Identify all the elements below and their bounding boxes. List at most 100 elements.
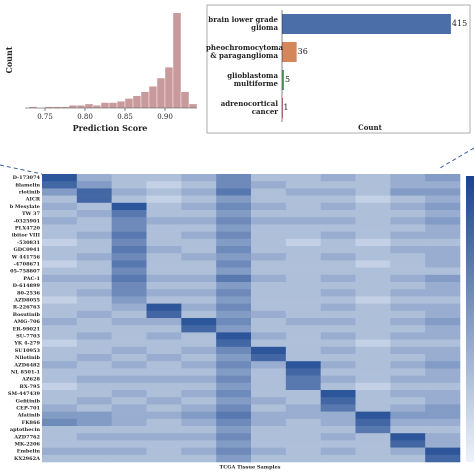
heatmap-cell — [181, 289, 217, 297]
heatmap-cell — [320, 361, 356, 369]
bar — [282, 14, 451, 34]
heatmap-cell — [320, 181, 356, 189]
heatmap-cell — [216, 217, 252, 225]
heatmap-cell — [285, 238, 321, 247]
heatmap-cell — [146, 181, 182, 189]
row-label: AZD8055 — [13, 298, 40, 304]
heatmap-cell — [425, 440, 461, 448]
heatmap-cell — [181, 253, 217, 261]
heatmap-cell — [320, 210, 356, 218]
heatmap-cell — [425, 253, 461, 261]
row-label: Embelin — [17, 449, 41, 455]
heatmap-cell — [181, 282, 217, 290]
heatmap-cell — [111, 325, 147, 333]
heatmap-cell — [146, 433, 182, 441]
histogram-bar — [188, 103, 198, 109]
row-label: AZD6482 — [13, 362, 40, 368]
histogram-bar — [148, 86, 158, 109]
heatmap-cell — [111, 274, 147, 283]
heatmap-cell — [390, 260, 426, 268]
row-label: AICR — [25, 197, 41, 203]
row-label: W 441756 — [11, 254, 41, 260]
heatmap-cell — [181, 332, 217, 340]
heatmap-cell — [181, 325, 217, 333]
heatmap-cell — [76, 303, 112, 312]
heatmap-cell — [111, 318, 147, 326]
heatmap-cell — [42, 253, 78, 261]
heatmap-cell — [146, 454, 182, 463]
heatmap-cell — [425, 246, 461, 254]
heatmap-cell — [425, 454, 461, 463]
heatmap-cell — [181, 418, 217, 427]
heatmap-cell — [320, 289, 356, 297]
heatmap-cell — [285, 382, 321, 391]
heatmap-cell — [355, 224, 391, 232]
heatmap-cell — [76, 310, 112, 319]
heatmap-cell — [146, 188, 182, 196]
heatmap-cell — [251, 238, 287, 247]
heatmap-cell — [146, 202, 182, 211]
heatmap-cell — [181, 202, 217, 211]
heatmap-cell — [320, 454, 356, 463]
heatmap-cell — [320, 339, 356, 348]
heatmap-cell — [390, 433, 426, 441]
heatmap-cell — [285, 174, 321, 182]
heatmap-cell — [42, 282, 78, 290]
heatmap-cell — [285, 253, 321, 261]
heatmap-cell — [251, 188, 287, 196]
colorbar — [466, 176, 474, 462]
heatmap-cell — [251, 253, 287, 261]
heatmap-cell — [146, 318, 182, 326]
heatmap-cell — [111, 303, 147, 312]
heatmap-cell — [42, 174, 78, 182]
heatmap-cell — [355, 454, 391, 463]
heatmap-cell — [76, 411, 112, 420]
heatmap-cell — [181, 303, 217, 312]
heatmap-cell — [355, 318, 391, 326]
heatmap-cell — [355, 202, 391, 211]
heatmap-cell — [76, 339, 112, 348]
heatmap-cell — [146, 375, 182, 384]
heatmap-cell — [285, 440, 321, 448]
heatmap-cell — [251, 447, 287, 456]
heatmap-cell — [181, 238, 217, 247]
heatmap-cell — [251, 339, 287, 348]
heatmap-cell — [425, 181, 461, 189]
heatmap-cell — [390, 382, 426, 391]
heatmap-cell — [355, 440, 391, 448]
heatmap-cell — [111, 260, 147, 268]
value-label: 415 — [452, 19, 467, 28]
heatmap-cell — [111, 210, 147, 218]
histogram-bar — [172, 12, 182, 109]
heatmap-cell — [355, 346, 391, 355]
heatmap-cell — [181, 296, 217, 304]
heatmap-cell — [216, 282, 252, 290]
heatmap-cell — [146, 282, 182, 290]
heatmap-cell — [285, 447, 321, 456]
row-label: R-226763 — [13, 305, 41, 311]
heatmap-cell — [285, 274, 321, 283]
heatmap-cell — [146, 346, 182, 355]
row-label: -4708671 — [14, 262, 40, 268]
histogram-bar — [100, 102, 110, 109]
heatmap-cell — [355, 289, 391, 297]
row-label: FK866 — [22, 420, 41, 426]
heatmap-cell — [320, 447, 356, 456]
heatmap-cell — [181, 210, 217, 218]
heatmap-cell — [285, 267, 321, 276]
heatmap-cell — [146, 354, 182, 362]
heatmap-cell — [285, 310, 321, 319]
bar — [282, 42, 297, 62]
heatmap-cell — [251, 289, 287, 297]
heatmap-cell — [285, 368, 321, 376]
heatmap-cell — [76, 296, 112, 304]
heatmap-cell — [425, 210, 461, 218]
heatmap-cell — [425, 339, 461, 348]
heatmap-cell — [216, 433, 252, 441]
heatmap-cell — [146, 238, 182, 247]
heatmap-cell — [320, 231, 356, 240]
heatmap-cell — [390, 174, 426, 182]
heatmap-cell — [111, 296, 147, 304]
heatmap-cell — [355, 361, 391, 369]
row-label: MK-2206 — [14, 442, 40, 448]
